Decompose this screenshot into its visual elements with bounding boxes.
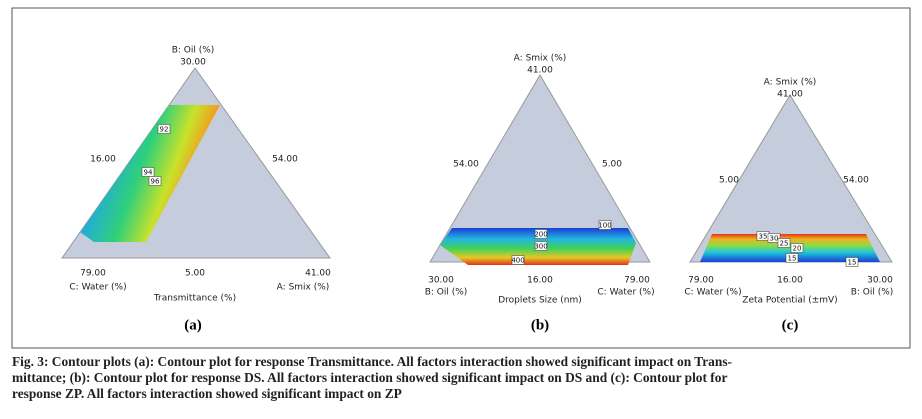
axis-label: 41.00	[305, 269, 331, 279]
axis-label: 79.00	[624, 276, 650, 286]
contour-label-box	[845, 257, 859, 267]
axis-label: 30.00	[180, 58, 206, 68]
contour-region	[700, 234, 880, 262]
contour-label: 92	[160, 126, 169, 134]
axis-label: A: Smix (%)	[514, 54, 567, 64]
axis-label: B: Oil (%)	[851, 288, 894, 298]
frame	[11, 7, 911, 349]
contour-label: 35	[759, 233, 768, 241]
axis-label: B: Oil (%)	[172, 46, 215, 56]
contour-label: 20	[793, 245, 802, 253]
caption: Fig. 3: Contour plots (a): Contour plot …	[12, 354, 912, 402]
contour-label-box	[148, 176, 162, 186]
contour-label-box	[534, 229, 548, 239]
axis-label: A: Smix (%)	[277, 283, 330, 293]
axis-label: A: Smix (%)	[764, 78, 817, 88]
axis-label: 5.00	[719, 176, 739, 186]
contour-label: 400	[511, 257, 524, 265]
contour-label: 94	[144, 169, 153, 177]
axis-label: 54.00	[453, 160, 479, 170]
axis-label: 79.00	[688, 276, 714, 286]
axis-label: 16.00	[527, 276, 553, 286]
panel-label: (a)	[184, 317, 202, 333]
panel-label: (c)	[782, 317, 799, 333]
contour-label: 30	[770, 235, 779, 243]
contour-label: 96	[151, 178, 160, 186]
contour-label-box	[767, 233, 781, 243]
panel-label: (b)	[531, 317, 549, 333]
axis-label: Zeta Potential (±mV)	[742, 296, 837, 306]
contour-label: 15	[788, 255, 797, 263]
contour-label-box	[785, 253, 799, 263]
axis-label: 41.00	[777, 90, 803, 100]
contour-label: 15	[848, 259, 857, 267]
axis-label: B: Oil (%)	[425, 288, 468, 298]
axis-label: 30.00	[428, 276, 454, 286]
axis-label: 5.00	[602, 160, 622, 170]
axis-label: 41.00	[527, 66, 553, 76]
contour-label: 100	[598, 222, 611, 230]
axis-label: 30.00	[867, 276, 893, 286]
axis-label: 16.00	[777, 276, 803, 286]
axis-label: 54.00	[843, 176, 869, 186]
contour-label-box	[598, 220, 612, 230]
contour-label-box	[157, 124, 171, 134]
axis-label: 16.00	[90, 155, 116, 165]
contour-label-box	[777, 238, 791, 248]
contour-label: 200	[534, 231, 547, 239]
contour-label-box	[790, 243, 804, 253]
axis-label: 54.00	[272, 155, 298, 165]
caption-line: Fig. 3: Contour plots (a): Contour plot …	[12, 354, 732, 369]
caption-line: response ZP. All factors interaction sho…	[12, 386, 402, 401]
axis-label: 5.00	[185, 269, 205, 279]
contour-label: 300	[534, 243, 547, 251]
figure: B: Oil (%) 30.00 16.00 54.00 79.00 C: Water (…	[11, 7, 911, 349]
contour-label-box	[511, 255, 525, 265]
axis-label: Droplets Size (nm)	[498, 296, 582, 306]
contour-label-box	[141, 167, 155, 177]
caption-line: mittance; (b): Contour plot for response…	[12, 370, 728, 385]
axis-label: Transmittance (%)	[153, 294, 236, 304]
contour-label-box	[534, 241, 548, 251]
axis-label: C: Water (%)	[597, 288, 654, 298]
axis-label: 79.00	[80, 269, 106, 279]
contour-label: 25	[780, 240, 789, 248]
labels: B: Oil (%) 30.00 16.00 54.00 79.00 C: Water (…	[69, 46, 893, 334]
axis-label: C: Water (%)	[69, 283, 126, 293]
axis-label: C: Water (%)	[684, 288, 741, 298]
